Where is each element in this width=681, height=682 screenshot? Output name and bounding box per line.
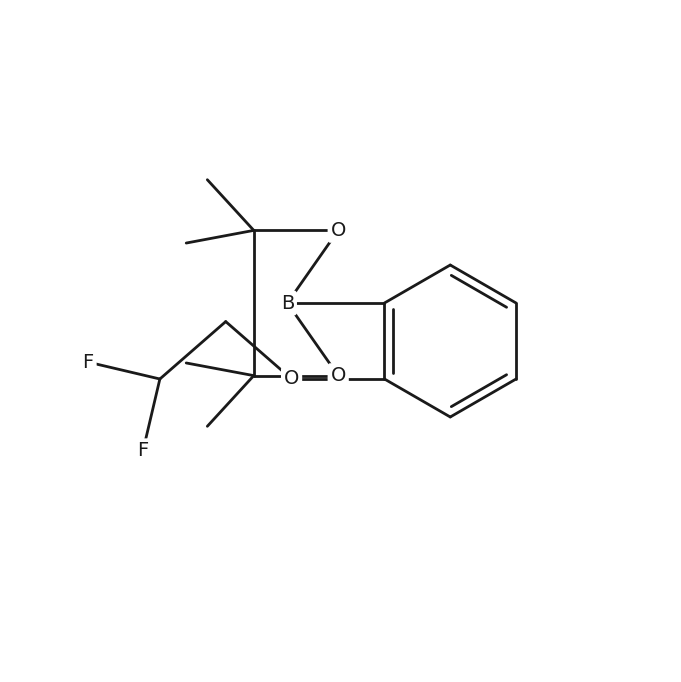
Text: F: F <box>82 353 94 372</box>
Text: O: O <box>330 221 346 240</box>
Text: F: F <box>138 441 148 460</box>
Text: B: B <box>281 293 294 312</box>
Text: O: O <box>330 366 346 385</box>
Text: O: O <box>284 370 299 389</box>
